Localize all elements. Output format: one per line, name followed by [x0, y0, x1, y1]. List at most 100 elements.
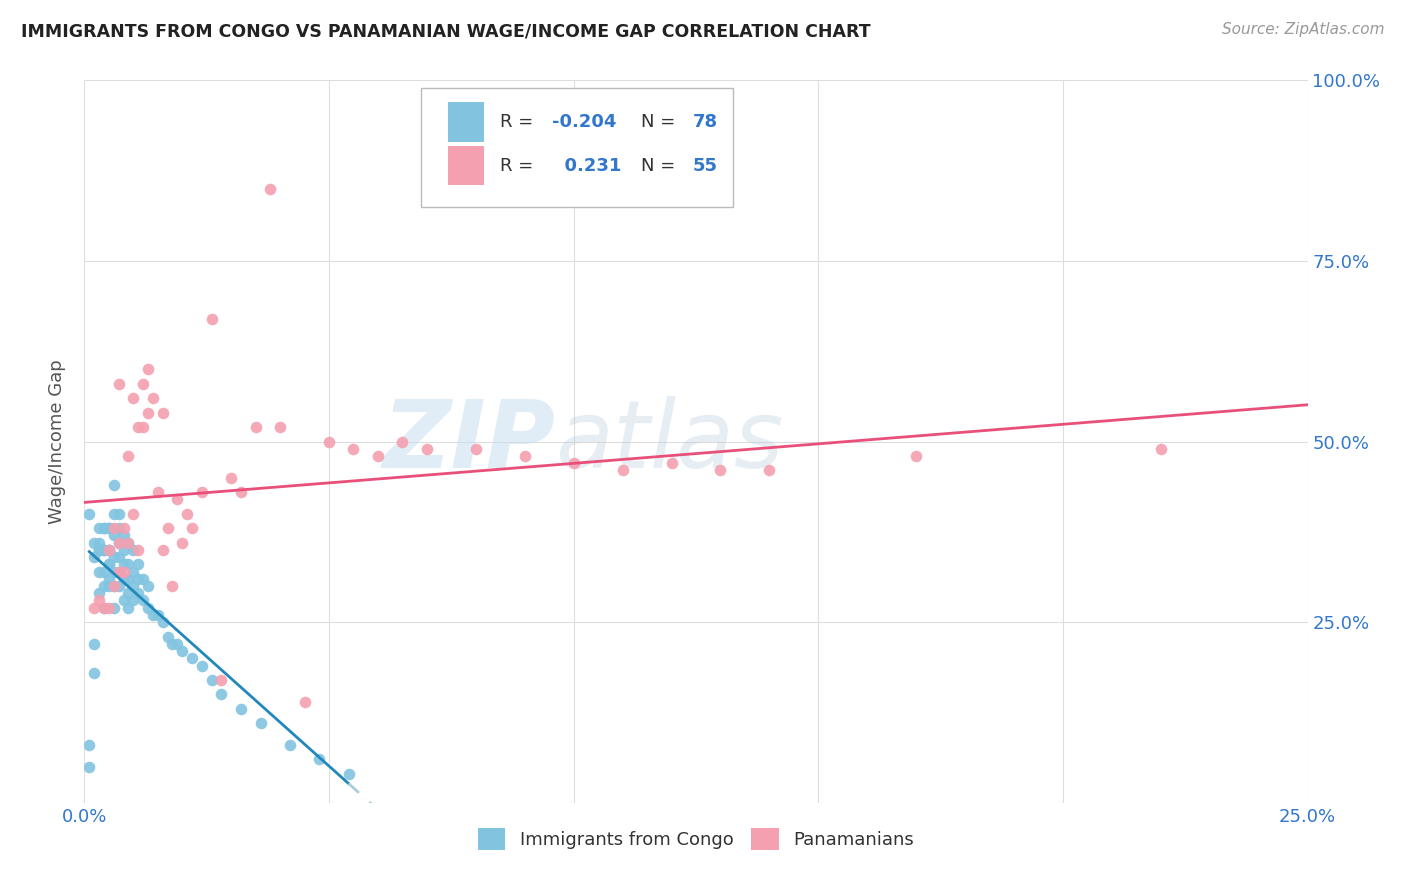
Point [83, 637, 105, 651]
Point [416, 442, 439, 456]
Point [166, 637, 188, 651]
Text: N =: N = [641, 156, 681, 175]
Point [122, 593, 145, 607]
Point [97, 542, 120, 557]
Point [117, 535, 139, 549]
Point [294, 695, 316, 709]
Point [117, 572, 139, 586]
Point [93, 600, 115, 615]
Point [93, 542, 115, 557]
Text: Source: ZipAtlas.com: Source: ZipAtlas.com [1222, 22, 1385, 37]
Point [83, 535, 105, 549]
Point [191, 658, 214, 673]
Point [93, 521, 115, 535]
Point [152, 542, 174, 557]
Point [87, 542, 110, 557]
Point [107, 521, 129, 535]
Point [83, 665, 105, 680]
Point [117, 600, 139, 615]
Point [122, 579, 145, 593]
Y-axis label: Wage/Income Gap: Wage/Income Gap [48, 359, 66, 524]
Point [122, 391, 145, 405]
Point [132, 593, 155, 607]
Point [97, 558, 120, 572]
Point [181, 521, 204, 535]
Point [278, 738, 301, 752]
Point [87, 542, 110, 557]
Point [103, 478, 125, 492]
Point [103, 579, 125, 593]
Point [132, 376, 155, 391]
Point [209, 687, 232, 701]
Point [162, 579, 184, 593]
Point [166, 492, 188, 507]
Point [97, 521, 120, 535]
Point [136, 579, 159, 593]
Point [146, 607, 169, 622]
Point [146, 485, 169, 500]
Point [132, 572, 155, 586]
Point [103, 565, 125, 579]
Point [172, 535, 194, 549]
Point [103, 528, 125, 542]
Point [83, 550, 105, 565]
Point [181, 651, 204, 665]
Point [191, 485, 214, 500]
Point [318, 434, 340, 449]
Point [97, 521, 120, 535]
Point [87, 593, 110, 607]
Point [127, 558, 149, 572]
Point [176, 507, 198, 521]
Point [107, 535, 129, 549]
Point [464, 442, 486, 456]
Legend: Immigrants from Congo, Panamanians: Immigrants from Congo, Panamanians [470, 819, 922, 859]
Point [103, 507, 125, 521]
Point [249, 716, 271, 731]
Point [103, 579, 125, 593]
Point [127, 542, 149, 557]
Point [93, 579, 115, 593]
Text: -0.204: -0.204 [551, 113, 616, 131]
Point [97, 600, 120, 615]
Point [162, 637, 184, 651]
Point [245, 420, 267, 434]
Point [122, 507, 145, 521]
Point [87, 521, 110, 535]
Point [107, 565, 129, 579]
Point [156, 521, 179, 535]
Point [136, 600, 159, 615]
Point [229, 485, 252, 500]
Point [112, 593, 135, 607]
Point [758, 463, 780, 477]
Point [103, 521, 125, 535]
Point [112, 542, 135, 557]
Point [562, 456, 585, 470]
Point [87, 565, 110, 579]
Point [127, 572, 149, 586]
Point [342, 442, 364, 456]
Text: R =: R = [501, 156, 540, 175]
Point [308, 752, 330, 766]
FancyBboxPatch shape [420, 87, 733, 207]
Point [132, 420, 155, 434]
Point [156, 630, 179, 644]
Point [112, 521, 135, 535]
Point [127, 420, 149, 434]
Point [93, 542, 115, 557]
Point [200, 673, 222, 687]
Point [117, 558, 139, 572]
Point [661, 456, 683, 470]
Point [87, 535, 110, 549]
Point [391, 434, 413, 449]
Point [142, 607, 165, 622]
Point [513, 449, 536, 463]
Point [103, 550, 125, 565]
Point [97, 542, 120, 557]
Point [97, 579, 120, 593]
Text: 0.231: 0.231 [551, 156, 621, 175]
Point [112, 558, 135, 572]
Point [117, 586, 139, 600]
Point [97, 572, 120, 586]
Text: 55: 55 [692, 156, 717, 175]
Point [107, 507, 129, 521]
